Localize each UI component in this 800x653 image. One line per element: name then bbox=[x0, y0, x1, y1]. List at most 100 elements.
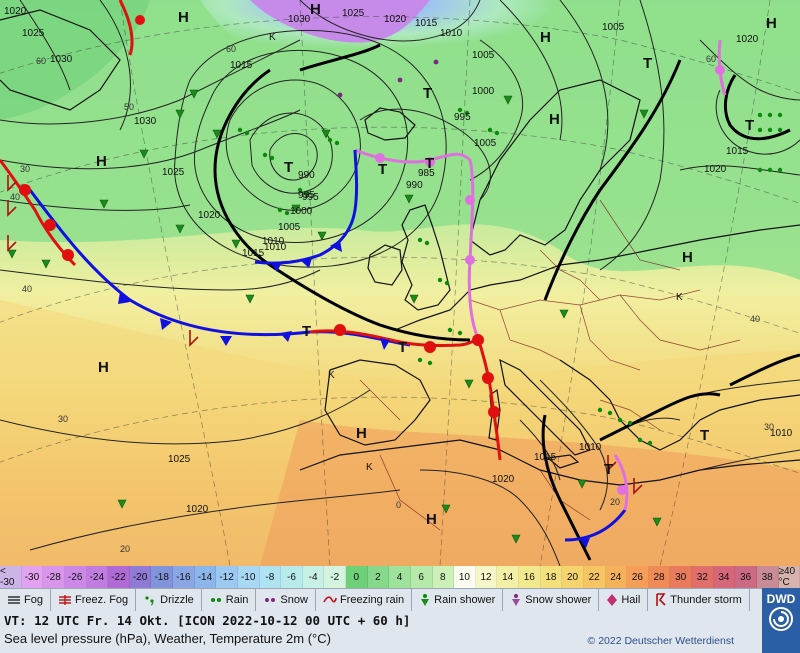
copyright: © 2022 Deutscher Wetterdienst bbox=[587, 635, 734, 647]
latitude-label: 60 bbox=[226, 44, 236, 54]
scale-cell: 0 bbox=[346, 566, 368, 588]
isobar-label: 1015 bbox=[534, 452, 557, 463]
isobar-label: 1020 bbox=[704, 164, 727, 175]
drizzle-icon bbox=[145, 596, 154, 606]
k-label: K bbox=[676, 292, 683, 303]
freezing-rain-icon bbox=[323, 596, 337, 603]
legend-label: Thunder storm bbox=[670, 594, 742, 606]
isobar-label: 1015 bbox=[230, 60, 253, 71]
low-center: T bbox=[700, 427, 709, 444]
temperature-scale: < -30 -30 -28 -26 -24 -22 -20 -18 -16 -14 -12 -10 -8… bbox=[0, 566, 800, 588]
scale-cell: < -30 bbox=[0, 566, 22, 588]
cool-area bbox=[0, 0, 800, 280]
trough-lines bbox=[213, 43, 800, 561]
low-center: T bbox=[378, 161, 387, 178]
isobar-label: 1025 bbox=[342, 8, 365, 19]
scandinavia-coast bbox=[469, 79, 641, 256]
longitude-label: 0 bbox=[396, 500, 401, 510]
scale-cell: 6 bbox=[410, 566, 433, 588]
legend-label: Snow shower bbox=[525, 594, 592, 606]
high-center: H bbox=[540, 29, 551, 46]
isobar-label: 1030 bbox=[288, 14, 311, 25]
scale-cell: -26 bbox=[64, 566, 87, 588]
scale-cell: 14 bbox=[497, 566, 519, 588]
k-label: K bbox=[366, 462, 373, 473]
scale-cell: 28 bbox=[648, 566, 671, 588]
isobar-label: 1000 bbox=[472, 86, 495, 97]
balkans-coast bbox=[559, 359, 800, 451]
legend-label: Hail bbox=[621, 594, 641, 606]
legend-hail: Hail bbox=[599, 589, 649, 611]
legend-label: Fog bbox=[24, 594, 43, 606]
scale-cell: 4 bbox=[389, 566, 411, 588]
chart-footer: VT: 12 UTC Fr. 14 Okt. [ICON 2022-10-12 … bbox=[0, 611, 762, 653]
scale-cell: 36 bbox=[735, 566, 757, 588]
latitude-label: 60 bbox=[706, 54, 716, 64]
latitude-label: 20 bbox=[610, 497, 620, 507]
legend-rain: Rain bbox=[202, 589, 257, 611]
scale-cell: -2 bbox=[324, 566, 346, 588]
legend-label: Snow bbox=[280, 594, 308, 606]
scale-cell: 16 bbox=[519, 566, 541, 588]
scale-cell: -16 bbox=[173, 566, 195, 588]
scale-cell: -18 bbox=[151, 566, 173, 588]
isobar-label: 1010 bbox=[440, 28, 463, 39]
isobar-label: 1010 bbox=[262, 236, 285, 247]
isobar-label: 985 bbox=[418, 168, 435, 179]
very-cold-core bbox=[250, 0, 430, 43]
scale-cell: -8 bbox=[259, 566, 282, 588]
scale-cell: 34 bbox=[713, 566, 736, 588]
scale-cell: -6 bbox=[281, 566, 303, 588]
iceland-coast bbox=[364, 107, 416, 141]
latitude-label: 30 bbox=[20, 164, 30, 174]
scale-cell: -10 bbox=[237, 566, 260, 588]
high-center: H bbox=[682, 249, 693, 266]
scale-cell: 26 bbox=[627, 566, 649, 588]
isobar-label: 1005 bbox=[602, 22, 625, 33]
high-center: H bbox=[96, 153, 107, 170]
iberia-coast bbox=[324, 359, 431, 446]
isobar-label: 1015 bbox=[415, 18, 438, 29]
isobar-label: 1020 bbox=[492, 474, 515, 485]
scale-cell: -4 bbox=[302, 566, 325, 588]
scale-cell: 30 bbox=[670, 566, 692, 588]
isobar-label: 1015 bbox=[242, 248, 265, 259]
pressure-centers: H H H H H H H H H H T T T T T T T T T T … bbox=[96, 1, 777, 528]
isobar-label: 1005 bbox=[472, 50, 495, 61]
warm-front-europe bbox=[309, 329, 479, 348]
isobar-label: 1020 bbox=[198, 210, 221, 221]
ireland-coast bbox=[367, 244, 403, 286]
low-center: T bbox=[423, 85, 432, 102]
high-center: H bbox=[426, 511, 437, 528]
occlusion-greenland bbox=[118, 0, 134, 56]
low-center: T bbox=[425, 155, 434, 172]
isobar-label: 1020 bbox=[186, 504, 209, 515]
scale-cell: -24 bbox=[86, 566, 109, 588]
hot-north-africa bbox=[260, 420, 800, 566]
isobar-label: 995 bbox=[298, 190, 315, 201]
continent-coast bbox=[394, 224, 800, 331]
latitude-label: 40 bbox=[10, 192, 20, 202]
legend-label: Rain bbox=[225, 594, 249, 606]
sicily-coast bbox=[546, 454, 580, 469]
weather-symbols bbox=[7, 59, 783, 544]
weather-map: H H H H H H H H H H T T T T T T T T T T … bbox=[0, 0, 800, 566]
latitude-label: 40 bbox=[22, 284, 32, 294]
isobar-label: 1020 bbox=[736, 34, 759, 45]
scale-cell: -28 bbox=[43, 566, 65, 588]
high-center: H bbox=[356, 425, 367, 442]
latitude-label: 40 bbox=[750, 314, 760, 324]
high-center: H bbox=[310, 1, 321, 18]
scale-cell: 12 bbox=[475, 566, 498, 588]
scale-cell: -12 bbox=[216, 566, 238, 588]
cold-front-france bbox=[476, 337, 502, 461]
scale-cell: -20 bbox=[129, 566, 152, 588]
occlusion-north bbox=[354, 148, 480, 339]
legend-label: Freez. Fog bbox=[74, 594, 129, 606]
scale-cell: 18 bbox=[540, 566, 563, 588]
freezing-fog-icon bbox=[58, 595, 71, 605]
k-label: K bbox=[269, 32, 276, 43]
weather-legend: Fog Freez. Fog Drizzle Rain Snow Freezin… bbox=[0, 588, 800, 612]
cold-front-atlantic bbox=[28, 189, 411, 347]
snow-shower-icon bbox=[512, 594, 521, 606]
